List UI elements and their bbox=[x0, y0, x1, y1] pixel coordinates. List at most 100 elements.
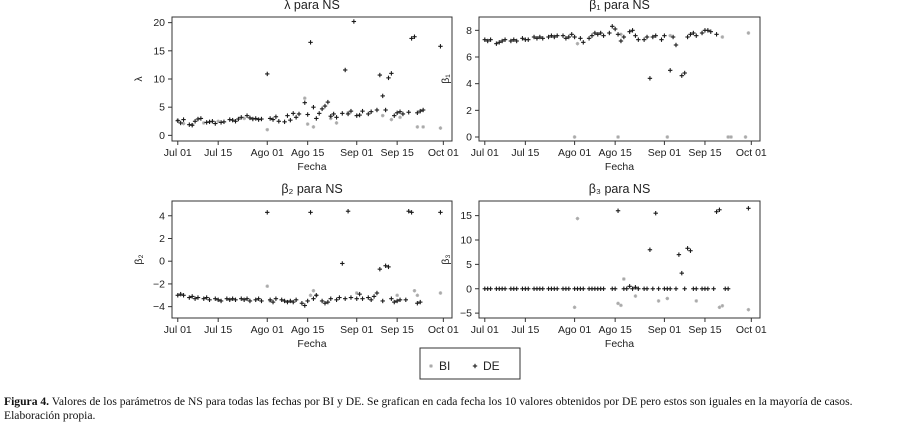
data-point-bi-d2 bbox=[720, 35, 724, 39]
y-tick-label: 4 bbox=[159, 210, 165, 222]
y-tick-label: 2 bbox=[159, 233, 165, 245]
x-tick-label: Ago 01 bbox=[251, 324, 284, 336]
y-tick-label: −5 bbox=[460, 308, 472, 320]
data-point-bi-d2 bbox=[746, 31, 750, 35]
data-point-bi-d2 bbox=[743, 135, 748, 139]
x-axis-label: Fecha bbox=[605, 338, 634, 350]
x-tick-label: Sep 15 bbox=[688, 324, 721, 336]
data-point-bi-d2 bbox=[438, 291, 443, 295]
x-tick-label: Sep 15 bbox=[381, 147, 414, 159]
x-tick-label: Jul 01 bbox=[164, 147, 192, 159]
chart-title: λ para NS bbox=[284, 0, 340, 12]
data-point-bi-d2 bbox=[311, 125, 316, 129]
data-point-bi-d2 bbox=[616, 301, 620, 305]
x-tick-label: Jul 15 bbox=[511, 147, 539, 159]
legend-item-de: DE bbox=[472, 359, 500, 373]
y-tick-label: 5 bbox=[159, 102, 165, 114]
data-point-bi-d2 bbox=[729, 135, 733, 139]
y-tick-label: 4 bbox=[466, 78, 472, 90]
plot-frame bbox=[478, 200, 761, 319]
data-point-bi-d2 bbox=[334, 121, 339, 125]
data-point-bi-d2 bbox=[303, 96, 307, 100]
y-tick-label: 2 bbox=[466, 105, 472, 117]
data-point-bi-d2 bbox=[216, 119, 220, 123]
x-axis-label: Fecha bbox=[297, 161, 326, 173]
x-tick-label: Sep 01 bbox=[648, 324, 681, 336]
plot-frame bbox=[171, 16, 453, 142]
y-axis-label: β₂ bbox=[133, 254, 145, 264]
data-point-bi-d2 bbox=[242, 116, 246, 121]
data-point-bi-d2 bbox=[306, 122, 310, 126]
y-tick-label: 20 bbox=[153, 17, 165, 29]
data-point-bi-d2 bbox=[619, 32, 623, 36]
x-tick-label: Jul 15 bbox=[511, 324, 539, 336]
x-tick-label: Sep 01 bbox=[340, 324, 373, 336]
x-axis-label: Fecha bbox=[605, 161, 634, 173]
plot-frame bbox=[171, 200, 453, 319]
caption-note: Elaboración propia. bbox=[4, 409, 96, 422]
data-point-bi-d2 bbox=[415, 125, 419, 129]
x-tick-label: Jul 15 bbox=[204, 324, 232, 336]
x-tick-label: Sep 01 bbox=[648, 147, 681, 159]
data-point-bi-d2 bbox=[381, 114, 385, 118]
x-tick-label: Oct 01 bbox=[736, 147, 767, 159]
data-point-bi-d2 bbox=[329, 116, 333, 121]
x-tick-label: Oct 01 bbox=[428, 324, 459, 336]
x-tick-label: Ago 15 bbox=[291, 147, 324, 159]
y-axis-label: β₁ bbox=[440, 74, 452, 84]
series-bi bbox=[572, 216, 751, 312]
x-tick-label: Sep 15 bbox=[381, 324, 414, 336]
y-axis-label: β₃ bbox=[440, 254, 452, 264]
data-point-bi-d2 bbox=[668, 34, 672, 38]
data-point-bi-d2 bbox=[265, 284, 269, 288]
x-tick-label: Oct 01 bbox=[736, 324, 767, 336]
y-axis-label: λ bbox=[133, 76, 145, 82]
data-point-bi-d2 bbox=[308, 293, 313, 297]
chart-panel-3: β₂ para NS −4 −2 0 2 4 Jul 01 Jul 15 Ago 01 Ago 1… bbox=[133, 182, 459, 350]
x-axis-label: Fecha bbox=[297, 338, 326, 350]
chart-panel-1: λ para NS 0 5 10 15 20 Jul 01 Jul 15 Ago 01 Ago 1… bbox=[133, 0, 459, 173]
figure-caption: Figura 4. Valores de los parámetros de N… bbox=[4, 395, 896, 423]
data-point-bi-d2 bbox=[573, 305, 577, 309]
x-tick-label: Jul 01 bbox=[164, 324, 192, 336]
data-point-bi-d2 bbox=[746, 308, 750, 312]
plot-frame bbox=[478, 16, 761, 142]
y-tick-label: 8 bbox=[466, 25, 472, 37]
data-point-bi-d2 bbox=[720, 304, 724, 308]
caption-label: Figura 4. bbox=[4, 395, 50, 408]
series-de bbox=[482, 206, 751, 291]
data-point-bi-d2 bbox=[619, 303, 623, 307]
series-de bbox=[175, 19, 443, 128]
legend-label: BI bbox=[439, 359, 450, 373]
x-tick-label: Ago 01 bbox=[558, 324, 591, 336]
data-point-bi-d2 bbox=[398, 115, 402, 119]
data-point-bi-d2 bbox=[389, 117, 393, 122]
chart-panel-4: β₃ para NS −5 0 5 10 15 Jul 01 Jul 15 Ago 01 Ago … bbox=[440, 182, 767, 350]
x-tick-label: Ago 15 bbox=[291, 324, 324, 336]
series-de bbox=[482, 24, 719, 81]
data-point-bi-d2 bbox=[657, 299, 661, 303]
legend: BI DE bbox=[419, 347, 521, 380]
legend-marker-bi-d2 bbox=[429, 364, 433, 368]
y-tick-label: 15 bbox=[153, 45, 165, 57]
x-tick-label: Ago 15 bbox=[599, 147, 632, 159]
data-point-bi-d2 bbox=[633, 294, 638, 298]
data-point-bi-d2 bbox=[421, 125, 425, 129]
data-point-bi-d2 bbox=[395, 293, 399, 297]
data-point-bi-d2 bbox=[622, 277, 626, 281]
chart-title: β₃ para NS bbox=[589, 182, 651, 196]
y-tick-label: 0 bbox=[159, 256, 165, 268]
chart-panel-2: β₁ para NS 0 2 4 6 8 Jul 01 Jul 15 Ago 01 Ago 15 S… bbox=[440, 0, 767, 173]
y-tick-label: −4 bbox=[153, 301, 165, 313]
y-tick-label: 5 bbox=[466, 259, 472, 271]
x-tick-label: Ago 01 bbox=[251, 147, 284, 159]
data-point-bi-d2 bbox=[355, 291, 359, 295]
x-tick-label: Sep 15 bbox=[688, 147, 721, 159]
data-point-bi-d2 bbox=[665, 135, 669, 139]
data-point-bi-d2 bbox=[438, 126, 443, 130]
chart-title: β₁ para NS bbox=[589, 0, 650, 12]
caption-text: Valores de los parámetros de NS para tod… bbox=[51, 395, 853, 408]
y-tick-label: 0 bbox=[159, 130, 165, 142]
y-tick-label: 15 bbox=[460, 210, 472, 222]
chart-title: β₂ para NS bbox=[281, 182, 342, 196]
